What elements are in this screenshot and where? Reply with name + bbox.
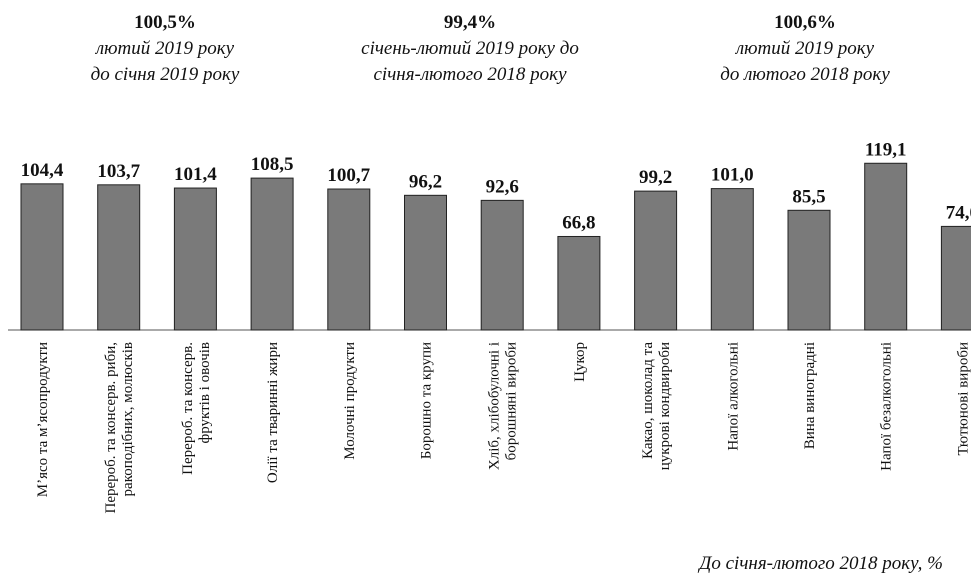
category-label: Борошно та крупи	[419, 342, 435, 459]
category-label: Вина виноградні	[802, 342, 818, 449]
header-desc-line1: січень-лютий 2019 року до	[361, 38, 579, 59]
data-label: 104,4	[21, 160, 64, 181]
header-desc-line2: до лютого 2018 року	[720, 64, 890, 85]
header-desc-line1: лютий 2019 року	[95, 38, 235, 59]
category-label-line: фруктів і овочів	[197, 342, 213, 443]
category-label-line: Вина виноградні	[802, 342, 818, 449]
bar	[864, 162, 908, 331]
category-label-line: Какао, шоколад та	[640, 342, 656, 459]
bar	[97, 184, 141, 331]
bar	[327, 188, 371, 331]
data-label: 100,7	[327, 165, 370, 186]
data-label: 66,8	[562, 212, 595, 233]
category-label-line: борошняні вироби	[504, 342, 520, 460]
category-label-line: Напої безалкогольні	[879, 342, 895, 471]
bar	[940, 225, 971, 331]
data-label: 101,4	[174, 164, 217, 185]
category-label: Напої алкогольні	[725, 342, 741, 451]
bar	[250, 177, 294, 331]
category-label-line: Напої алкогольні	[725, 342, 741, 451]
bar	[634, 190, 678, 331]
header-percent: 99,4%	[443, 12, 497, 33]
category-label: Молочні продукти	[342, 342, 358, 460]
data-label: 99,2	[639, 167, 672, 188]
header-jan-feb-vs-prev-year: 99,4% січень-лютий 2019 року до січня-лю…	[315, 10, 625, 88]
category-label-line: Борошно та крупи	[419, 342, 435, 459]
category-label: Какао, шоколад та цукрові кондвироби	[640, 342, 673, 471]
category-label-line: Перероб. та консерв. риби,	[103, 342, 119, 514]
category-label-line: цукрові кондвироби	[657, 342, 673, 470]
data-label: 85,5	[792, 186, 825, 207]
category-label-line: Тютюнові вироби	[955, 342, 971, 455]
bar	[480, 199, 524, 331]
data-label: 92,6	[486, 176, 519, 197]
category-label: Цукор	[572, 342, 588, 382]
header-february-vs-january: 100,5% лютий 2019 року до січня 2019 рок…	[20, 10, 310, 88]
category-label-line: Молочні продукти	[342, 342, 358, 460]
header-desc-line2: до січня 2019 року	[90, 64, 240, 85]
category-label-line: Хліб, хлібобулочні і	[487, 342, 503, 470]
category-label-line: Перероб. та консерв.	[180, 342, 196, 475]
bar	[710, 188, 754, 331]
category-label: Тютюнові вироби	[955, 342, 971, 455]
data-label: 108,5	[251, 154, 294, 175]
category-label: Хліб, хлібобулочні і борошняні вироби	[487, 342, 520, 470]
chart-footnote: До січня-лютого 2018 року, %	[699, 553, 943, 574]
header-percent: 100,5%	[134, 12, 196, 33]
category-label-line: Олії та тваринні жири	[265, 342, 281, 483]
category-label: М’ясо та м’ясопродукти	[35, 342, 51, 497]
category-label: Перероб. та консерв. фруктів і овочів	[180, 342, 213, 475]
data-label: 103,7	[97, 161, 140, 182]
bar	[404, 194, 447, 331]
header-desc-line1: лютий 2019 року	[735, 38, 875, 59]
bar	[557, 235, 601, 331]
category-label: Олії та тваринні жири	[265, 342, 281, 483]
data-label: 101,0	[711, 165, 754, 186]
data-label: 119,1	[865, 139, 907, 160]
header-percent: 100,6%	[774, 12, 836, 33]
data-label: 96,2	[409, 171, 442, 192]
bar	[787, 209, 831, 331]
category-label: Напої безалкогольні	[879, 342, 895, 471]
category-label: Перероб. та консерв. риби, ракоподібних, …	[103, 342, 136, 514]
data-label: 74,0	[946, 202, 971, 223]
header-february-vs-prev-year: 100,6% лютий 2019 року до лютого 2018 ро…	[660, 10, 950, 88]
category-label-line: М’ясо та м’ясопродукти	[35, 342, 51, 497]
category-label-line: ракоподібних, молюсків	[120, 342, 136, 496]
header-desc-line2: січня-лютого 2018 року	[373, 64, 567, 85]
bar	[20, 183, 64, 331]
category-label-line: Цукор	[572, 342, 588, 382]
bar	[173, 187, 217, 331]
